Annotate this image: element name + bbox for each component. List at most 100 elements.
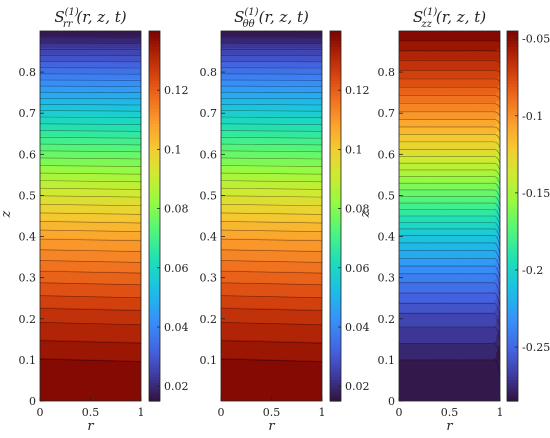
contour-cell xyxy=(435,117,438,120)
contour-cell xyxy=(471,156,475,160)
contour-cell xyxy=(465,185,469,188)
contour-cell xyxy=(483,139,487,143)
contour-cell xyxy=(419,179,422,182)
contour-cell xyxy=(459,142,463,145)
contour-cell xyxy=(493,41,497,44)
contour-cell xyxy=(415,70,418,73)
contour-cell xyxy=(469,187,473,190)
contour-cell xyxy=(449,96,453,100)
contour-cell xyxy=(427,187,430,190)
contour-cell xyxy=(439,100,443,104)
contour-cell xyxy=(417,144,420,147)
contour-cell xyxy=(485,133,489,137)
contour-cell xyxy=(457,199,461,203)
contour-cell xyxy=(467,185,471,188)
colorbar-swatch xyxy=(149,203,160,208)
contour-cell xyxy=(423,55,426,59)
colorbar-swatch xyxy=(330,64,341,69)
colorbar-swatch xyxy=(330,40,341,44)
contour-cell xyxy=(415,146,418,149)
contour-cell xyxy=(479,142,483,145)
contour-cell xyxy=(497,154,500,157)
contour-cell xyxy=(459,41,463,44)
contour-cell xyxy=(469,55,473,59)
contour-cell xyxy=(455,94,459,98)
contour-cell xyxy=(455,84,459,88)
contour-cell xyxy=(453,41,457,44)
contour-cell xyxy=(403,150,406,153)
contour-cell xyxy=(495,185,499,188)
contour-cell xyxy=(477,168,481,172)
contour-cell xyxy=(471,43,475,46)
contour-cell xyxy=(455,160,459,164)
contour-cell xyxy=(441,152,445,155)
contour-cell xyxy=(469,121,473,125)
contour-cell xyxy=(481,125,485,129)
contour-cell xyxy=(401,133,404,137)
contour-cell xyxy=(473,35,477,38)
contour-cell xyxy=(477,191,481,194)
contour-cell xyxy=(483,154,487,157)
contour-cell xyxy=(423,74,426,77)
contour-cell xyxy=(433,142,436,145)
contour-cell xyxy=(427,205,430,209)
contour-cell xyxy=(465,39,469,42)
contour-cell xyxy=(475,78,479,81)
contour-cell xyxy=(445,41,449,44)
contour-cell xyxy=(491,61,495,65)
contour-cell xyxy=(473,68,477,71)
contour-cell xyxy=(449,86,453,90)
contour-cell xyxy=(401,65,404,69)
contour-cell xyxy=(475,144,479,147)
contour-cell xyxy=(479,193,483,197)
contour-cell xyxy=(435,107,438,110)
contour-cell xyxy=(453,135,457,139)
contour-cell xyxy=(463,94,467,98)
contour-cell xyxy=(427,162,430,166)
contour-cell xyxy=(493,152,497,155)
contour-cell xyxy=(445,131,449,135)
contour-cell xyxy=(489,139,493,143)
contour-cell xyxy=(401,61,404,65)
contour-cell xyxy=(489,45,493,49)
contour-line xyxy=(221,270,322,274)
contour-cell xyxy=(429,65,432,69)
colorbar-swatch xyxy=(330,330,341,334)
contour-cell xyxy=(469,137,473,141)
contour-cell xyxy=(417,146,420,149)
contour-cell xyxy=(465,172,469,176)
contour-cell xyxy=(415,51,418,55)
contour-cell xyxy=(443,172,447,176)
colorbar-swatch xyxy=(330,256,341,260)
contour-cell xyxy=(411,146,414,149)
contour-cell xyxy=(491,121,495,125)
contour-cell xyxy=(485,65,489,69)
contour-cell xyxy=(441,47,445,51)
contour-cell xyxy=(417,174,420,178)
contour-cell xyxy=(455,37,459,40)
contour-cell xyxy=(429,117,432,120)
contour-cell xyxy=(467,43,471,46)
contour-cell xyxy=(437,189,440,192)
contour-cell xyxy=(415,170,418,174)
contour-cell xyxy=(469,94,473,98)
contour-cell xyxy=(483,49,487,53)
contour-cell xyxy=(469,117,473,120)
contour-cell xyxy=(461,133,465,137)
contour-cell xyxy=(455,123,459,127)
contour-cell xyxy=(481,90,485,94)
contour-cell xyxy=(399,80,402,83)
contour-cell xyxy=(439,201,443,205)
contour-cell xyxy=(431,45,434,49)
colorbar-swatch xyxy=(149,314,160,319)
contour-cell xyxy=(477,160,481,164)
contour-cell xyxy=(419,121,422,125)
contour-cell xyxy=(493,47,497,51)
contour-cell xyxy=(413,65,416,69)
contour-cell xyxy=(437,80,440,83)
contour-cell xyxy=(469,193,473,197)
y-tick-label: 0.8 xyxy=(200,66,218,79)
contour-cell xyxy=(493,144,497,147)
contour-cell xyxy=(465,135,469,139)
contour-cell xyxy=(401,88,404,92)
